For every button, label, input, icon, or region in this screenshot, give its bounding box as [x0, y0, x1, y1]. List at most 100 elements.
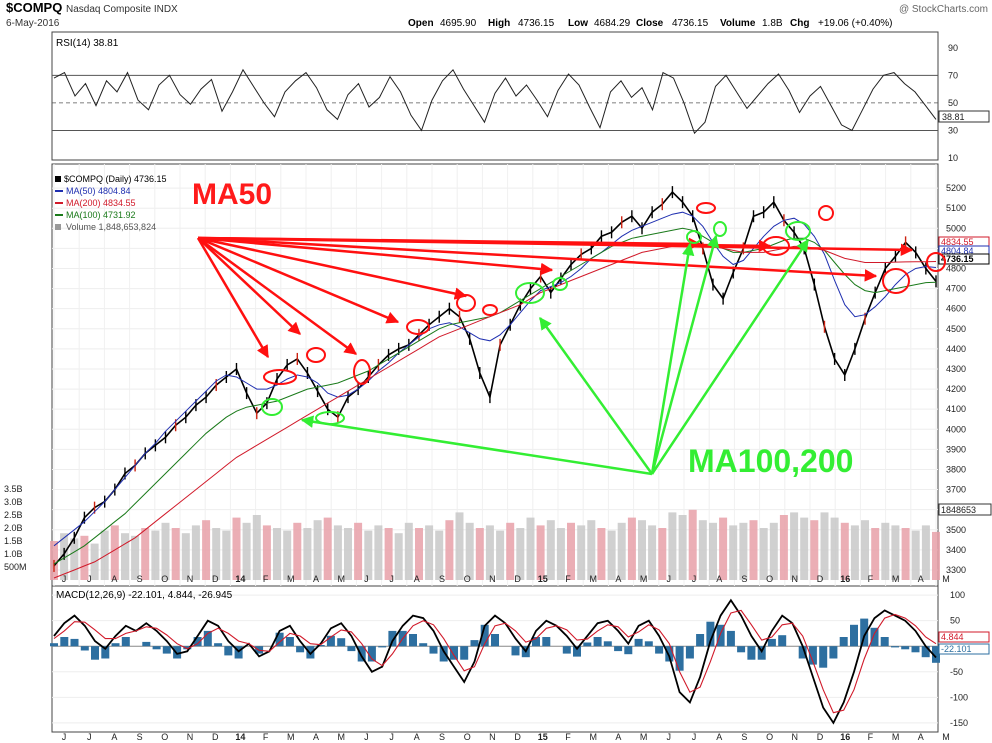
price-x-tick: N	[187, 574, 194, 584]
volume-label: Volume	[720, 18, 756, 29]
volume-bar	[516, 528, 525, 580]
volume-bar	[820, 512, 829, 580]
rsi-y-tick: 50	[948, 98, 958, 108]
macd-histogram-bar	[91, 646, 99, 660]
price-x-tick: J	[87, 574, 92, 584]
volume-bar	[191, 525, 200, 580]
macd-histogram-bar	[921, 646, 930, 658]
volume-bar	[627, 517, 636, 580]
volume-bar	[932, 531, 940, 580]
volume-bar	[344, 528, 352, 580]
macd-histogram-bar	[285, 637, 294, 647]
ma50-touch-circle	[406, 319, 430, 335]
ma50-annotation: MA50	[192, 178, 272, 211]
volume-bar	[840, 522, 849, 580]
low-value: 4684.29	[594, 18, 631, 29]
volume-bar	[110, 525, 119, 580]
price-y-tick: 5000	[946, 223, 966, 233]
macd-histogram-bar	[644, 641, 653, 647]
macd-x-tick: A	[414, 732, 420, 742]
macd-histogram-bar	[778, 635, 787, 647]
price-x-tick: S	[137, 574, 143, 584]
price-x-tick: S	[439, 574, 445, 584]
price-x-tick: M	[337, 574, 345, 584]
chart-header: $COMPQ Nasdaq Composite INDX 6-May-2016 …	[6, 0, 988, 29]
macd-histogram-bar	[665, 646, 674, 662]
macd-right-label: -22.101	[941, 644, 972, 654]
volume-bar	[121, 533, 129, 580]
volume-bar	[333, 525, 342, 580]
price-x-tick: D	[514, 574, 521, 584]
macd-histogram-bar	[798, 646, 807, 659]
ma50-touch-circle	[926, 252, 946, 272]
macd-x-tick: N	[187, 732, 194, 742]
rsi-last-value-box	[938, 110, 990, 123]
volume-bar	[232, 517, 241, 580]
macd-histogram-bar	[891, 646, 899, 648]
price-y-tick: 3500	[946, 525, 966, 535]
volume-bar	[475, 528, 484, 580]
macd-histogram-bar	[880, 637, 889, 647]
volume-bar	[131, 535, 140, 580]
macd-x-tick: M	[892, 732, 900, 742]
price-x-tick: M	[287, 574, 295, 584]
legend-volume-swatch	[55, 224, 61, 230]
macd-x-tick: F	[565, 732, 571, 742]
macd-histogram-bar	[214, 643, 223, 647]
macd-x-tick: D	[514, 732, 521, 742]
price-x-tick: J	[667, 574, 672, 584]
ma100-200-annotation: MA100,200	[688, 443, 853, 479]
volume-y-tick: 2.0B	[4, 523, 23, 533]
macd-x-tick: M	[589, 732, 597, 742]
price-y-tick: 4800	[946, 263, 966, 273]
macd-histogram-bar	[808, 646, 817, 665]
volume-bar	[759, 528, 768, 580]
volume-bar	[80, 535, 89, 580]
ma100-200-touch-circle	[315, 411, 345, 425]
macd-histogram-bar	[326, 635, 335, 647]
macd-histogram-bar	[357, 646, 366, 662]
volume-bar	[891, 525, 900, 580]
volume-bar	[151, 530, 160, 580]
macd-y-tick: 50	[950, 616, 960, 626]
macd-histogram-bar	[439, 646, 448, 662]
price-y-tick: 5100	[946, 203, 966, 213]
volume-bar	[435, 530, 444, 580]
volume-bar	[415, 528, 423, 580]
macd-histogram-bar	[121, 637, 130, 647]
macd-histogram-bar	[378, 646, 387, 648]
price-x-tick: A	[615, 574, 621, 584]
legend-volume: Volume 1,848,653,824	[66, 222, 156, 232]
volume-bar	[374, 525, 383, 580]
price-x-tick: F	[565, 574, 571, 584]
volume-bar	[648, 525, 657, 580]
volume-bar	[850, 525, 859, 580]
ma100-200-circles	[261, 221, 811, 425]
macd-histogram-bar	[737, 646, 746, 653]
price-x-tick: 15	[538, 574, 548, 584]
volume-bar	[212, 528, 221, 580]
volume-bar	[668, 512, 677, 580]
macd-x-tick: J	[364, 732, 369, 742]
price-x-tick: 14	[235, 574, 245, 584]
macd-histogram-bar	[50, 643, 58, 647]
macd-panel	[51, 585, 939, 733]
volume-bar	[901, 528, 910, 580]
volume-bar	[881, 522, 890, 580]
macd-histogram-bar	[70, 638, 79, 647]
ma50-touch-circle	[306, 347, 326, 363]
volume-bar	[283, 530, 292, 580]
volume-bar	[364, 530, 373, 580]
volume-bar	[587, 520, 596, 580]
macd-x-tick: O	[766, 732, 773, 742]
macd-histogram-bar	[696, 634, 705, 647]
macd-histogram-bar	[870, 627, 879, 647]
volume-bar	[70, 538, 79, 580]
price-x-tick: D	[817, 574, 824, 584]
price-x-tick: M	[942, 574, 950, 584]
price-x-tick: M	[589, 574, 597, 584]
high-label: High	[488, 18, 510, 29]
macd-histogram-bar	[829, 646, 838, 659]
macd-x-tick: F	[868, 732, 874, 742]
